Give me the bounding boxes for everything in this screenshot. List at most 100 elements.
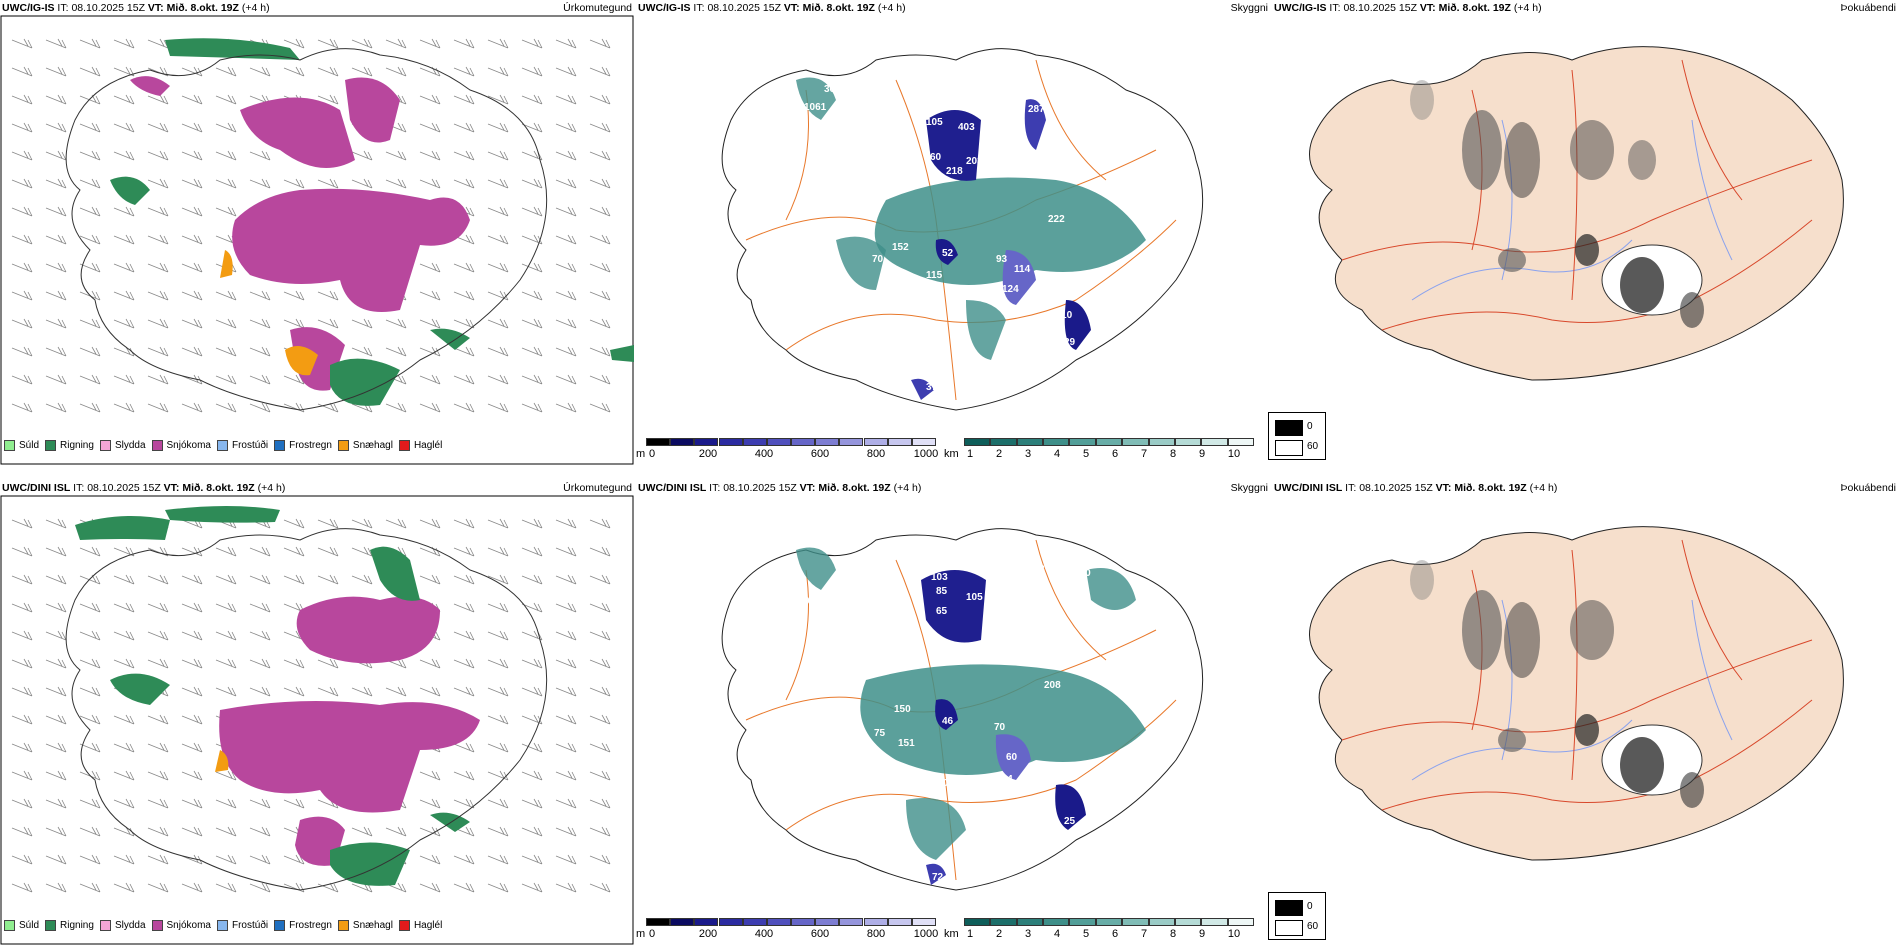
cloudbase-label: 85 bbox=[936, 586, 948, 597]
wind-barb bbox=[521, 290, 543, 301]
wind-barb bbox=[11, 826, 33, 837]
legend-label: Slydda bbox=[114, 440, 146, 451]
fog-map bbox=[1309, 526, 1844, 861]
wind-barb bbox=[589, 686, 611, 697]
visibility-tick: 8 bbox=[1169, 928, 1177, 940]
wind-barb bbox=[589, 630, 611, 641]
wind-barb bbox=[249, 798, 271, 809]
wind-barb bbox=[147, 206, 169, 217]
wind-barb bbox=[249, 66, 271, 77]
wind-barb bbox=[215, 374, 237, 385]
wind-barb bbox=[147, 178, 169, 189]
wind-barb bbox=[181, 402, 203, 413]
wind-barb bbox=[45, 518, 67, 529]
wind-barb bbox=[521, 122, 543, 133]
wind-barb bbox=[555, 38, 577, 49]
wind-barb bbox=[45, 546, 67, 557]
colorbar-segment bbox=[839, 438, 864, 446]
wind-barb bbox=[11, 122, 33, 133]
lead-time: (+4 h) bbox=[1513, 2, 1542, 14]
wind-barb bbox=[147, 742, 169, 753]
wind-barb bbox=[385, 66, 407, 77]
colorbar-segment bbox=[990, 438, 1017, 446]
cloudbase-label: 269 bbox=[1014, 307, 1031, 318]
wind-barb bbox=[419, 658, 441, 669]
colorbar-segment bbox=[646, 438, 671, 446]
wind-barb bbox=[11, 178, 33, 189]
wind-barb bbox=[487, 402, 509, 413]
colorbar-segment bbox=[815, 438, 840, 446]
wind-barb bbox=[249, 178, 271, 189]
wind-barb bbox=[521, 518, 543, 529]
wind-barb bbox=[555, 798, 577, 809]
wind-barb bbox=[79, 602, 101, 613]
wind-barb bbox=[79, 742, 101, 753]
wind-barb bbox=[215, 574, 237, 585]
wind-barb bbox=[147, 150, 169, 161]
panel-header: UWC/DINI ISL IT: 08.10.2025 15Z VT: Mið.… bbox=[638, 482, 921, 494]
panel-header: UWC/DINI ISL IT: 08.10.2025 15Z VT: Mið.… bbox=[1274, 482, 1557, 494]
cloudbase-label: 1060 bbox=[926, 778, 949, 789]
wind-barb bbox=[589, 206, 611, 217]
wind-barb bbox=[79, 546, 101, 557]
legend-swatch bbox=[274, 440, 286, 451]
wind-barb bbox=[555, 234, 577, 245]
wind-barb bbox=[181, 206, 203, 217]
wind-barb bbox=[521, 770, 543, 781]
wind-barb bbox=[521, 574, 543, 585]
wind-barb bbox=[589, 770, 611, 781]
wind-barb bbox=[317, 518, 339, 529]
wind-barb bbox=[215, 150, 237, 161]
wind-barb bbox=[487, 574, 509, 585]
wind-barb bbox=[11, 318, 33, 329]
wind-barb bbox=[419, 518, 441, 529]
wind-barb bbox=[555, 94, 577, 105]
colorbar-segment bbox=[964, 918, 991, 926]
wind-barb bbox=[317, 686, 339, 697]
wind-barb bbox=[589, 122, 611, 133]
wind-barb bbox=[215, 658, 237, 669]
wind-barb bbox=[419, 38, 441, 49]
wind-barb bbox=[419, 94, 441, 105]
cloudbase-label: 46 bbox=[942, 716, 954, 727]
wind-barb bbox=[79, 854, 101, 865]
cloudbase-areas bbox=[921, 570, 1086, 885]
cloudbase-areas bbox=[911, 99, 1091, 400]
colorbar-segment bbox=[1069, 918, 1096, 926]
cloudbase-colorbar: m 0 200 400 600 800 1000 bbox=[636, 438, 938, 468]
cloudbase-label: 124 bbox=[1002, 284, 1019, 295]
wind-barb bbox=[249, 574, 271, 585]
legend-item: Súld bbox=[4, 920, 39, 931]
wind-barb bbox=[45, 374, 67, 385]
wind-barb bbox=[385, 686, 407, 697]
legend-swatch bbox=[45, 440, 57, 451]
visibility-tick: 1 bbox=[966, 928, 974, 940]
legend-swatch bbox=[4, 920, 15, 931]
wind-barb bbox=[589, 94, 611, 105]
wind-barb bbox=[79, 318, 101, 329]
wind-barb bbox=[249, 402, 271, 413]
wind-barb bbox=[555, 206, 577, 217]
cloudbase-label: 207 bbox=[1014, 786, 1031, 797]
wind-barb bbox=[45, 854, 67, 865]
wind-barb bbox=[419, 770, 441, 781]
wind-barb bbox=[11, 714, 33, 725]
wind-barb bbox=[351, 318, 373, 329]
cloudbase-tick: 600 bbox=[810, 928, 830, 940]
wind-barb bbox=[147, 374, 169, 385]
wind-barb bbox=[45, 742, 67, 753]
colorbar-segment bbox=[1148, 918, 1175, 926]
lead-time: (+4 h) bbox=[1529, 482, 1558, 494]
wind-barb bbox=[283, 798, 305, 809]
cloudbase-colorbar: m 0 200 400 600 800 1000 bbox=[636, 918, 938, 948]
legend-label: Snjókoma bbox=[166, 920, 211, 931]
colorbar-segment bbox=[742, 918, 767, 926]
wind-barb bbox=[113, 38, 135, 49]
wind-barb bbox=[283, 66, 305, 77]
legend-label: Haglél bbox=[413, 920, 443, 931]
cloudbase-label: 930 bbox=[884, 784, 901, 795]
cloudbase-tick: 200 bbox=[698, 928, 718, 940]
wind-barb bbox=[181, 658, 203, 669]
wind-barb bbox=[317, 178, 339, 189]
field-name: Skyggni bbox=[1230, 2, 1268, 14]
